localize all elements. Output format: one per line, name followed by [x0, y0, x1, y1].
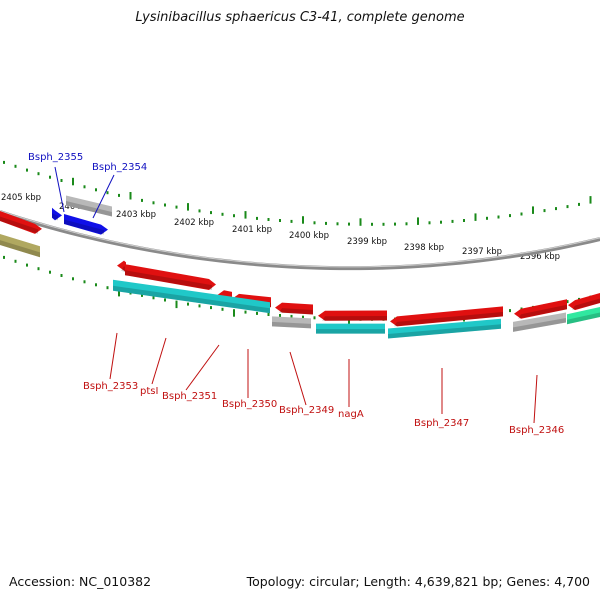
label-leader-group: [54, 166, 538, 424]
gene-label: Bsph_2355: [28, 152, 83, 163]
label-leader: [92, 174, 115, 219]
label-leader: [185, 344, 220, 391]
gene-label-group: Bsph_2355 Bsph_2354 Bsph_2353 ptsI Bsph_2351…: [28, 152, 564, 436]
gene-label: Bsph_2353: [83, 381, 138, 392]
feature-gray-2: [272, 316, 311, 329]
feature-bsph-2355: [52, 207, 62, 221]
feature-bsph-2353-red: [117, 260, 126, 273]
map-title: Lysinibacillus sphaericus C3-41, complet…: [135, 10, 465, 25]
gene-label: Bsph_2346: [509, 425, 564, 436]
genome-backbone: [0, 210, 600, 271]
gene-label: Bsph_2349: [279, 405, 334, 416]
feature-green: [567, 307, 600, 325]
gene-label: Bsph_2350: [222, 399, 277, 410]
accession-label: Accession: NC_010382: [9, 574, 152, 589]
feature-gray-3: [513, 312, 566, 332]
label-leader: [533, 374, 538, 424]
feature-bsph-2347: [390, 306, 503, 327]
kbp-label: 2399 kbp: [347, 237, 387, 247]
kbp-label: 2402 kbp: [174, 218, 214, 228]
kbp-label: 2397 kbp: [462, 247, 502, 257]
feature-cyan-2: [316, 323, 385, 334]
kbp-label: 2401 kbp: [232, 225, 272, 235]
label-leader: [151, 337, 167, 385]
label-leader: [109, 332, 118, 380]
label-leader: [289, 351, 307, 406]
gene-label: Bsph_2354: [92, 162, 147, 173]
feature-gray-top: [66, 195, 112, 217]
topology-summary: Topology: circular; Length: 4,639,821 bp…: [246, 574, 590, 589]
feature-red-right: [568, 293, 600, 311]
tick-row-top: [3, 160, 592, 226]
kbp-label: 2403 kbp: [116, 210, 156, 220]
gene-label: Bsph_2351: [162, 391, 217, 402]
gene-label: nagA: [338, 409, 364, 420]
genome-backbone-highlight: [0, 210, 600, 268]
feature-bsph-2354: [64, 214, 108, 235]
feature-bsph-2346: [514, 299, 567, 319]
feature-group: [0, 195, 600, 339]
kbp-label: 2405 kbp: [1, 193, 41, 203]
kbp-label: 2396 kbp: [520, 252, 560, 262]
kbp-label: 2400 kbp: [289, 231, 329, 241]
feature-cyan-3: [388, 318, 501, 339]
label-leader: [54, 166, 65, 213]
feature-ptsi: [125, 264, 216, 290]
feature-olive: [0, 234, 40, 258]
gene-label: Bsph_2347: [414, 418, 469, 429]
feature-cyan-1: [113, 279, 270, 314]
kbp-label: 2398 kbp: [404, 243, 444, 253]
feature-red-left: [0, 211, 42, 234]
feature-bsph-2349: [275, 302, 313, 315]
gene-label: ptsI: [140, 386, 158, 397]
feature-nagA: [318, 310, 387, 321]
